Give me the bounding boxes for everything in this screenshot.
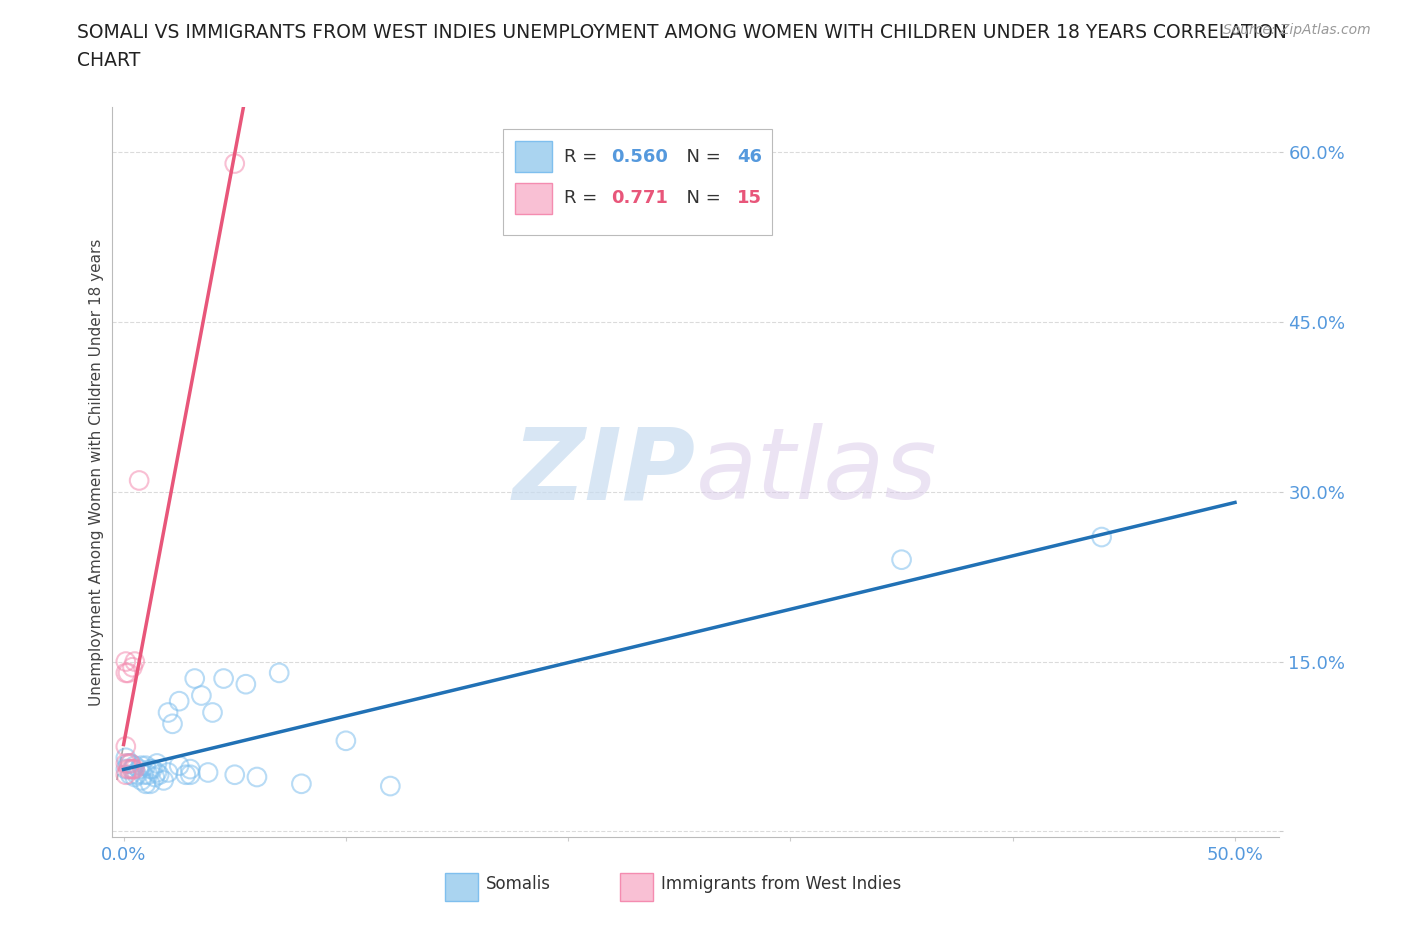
Point xyxy=(157,705,180,720)
Point xyxy=(179,762,201,777)
Point xyxy=(120,767,142,782)
Point xyxy=(114,739,136,754)
Point xyxy=(246,769,269,784)
Point xyxy=(114,666,136,681)
Point xyxy=(167,758,190,773)
Point xyxy=(179,767,201,782)
Point xyxy=(114,767,136,782)
Point xyxy=(114,756,136,771)
Point xyxy=(131,758,153,773)
Point xyxy=(121,762,143,777)
Text: 46: 46 xyxy=(737,148,762,166)
Point xyxy=(128,473,150,488)
Point xyxy=(190,688,212,703)
Text: Immigrants from West Indies: Immigrants from West Indies xyxy=(661,875,901,894)
Point xyxy=(135,777,157,791)
FancyBboxPatch shape xyxy=(503,129,772,234)
FancyBboxPatch shape xyxy=(446,872,478,900)
Y-axis label: Unemployment Among Women with Children Under 18 years: Unemployment Among Women with Children U… xyxy=(89,238,104,706)
Point xyxy=(212,671,235,686)
Point xyxy=(139,777,162,791)
Point xyxy=(117,666,139,681)
Text: Somalis: Somalis xyxy=(486,875,551,894)
Point xyxy=(890,552,912,567)
Point xyxy=(120,756,142,771)
Point xyxy=(148,767,170,782)
Point xyxy=(124,654,146,669)
Point xyxy=(124,758,146,773)
Point xyxy=(117,756,139,771)
Point xyxy=(139,762,162,777)
Point xyxy=(201,705,224,720)
Point xyxy=(152,773,174,788)
Point xyxy=(143,769,166,784)
Point xyxy=(162,716,184,731)
Point xyxy=(120,756,142,771)
Point xyxy=(167,694,190,709)
Point xyxy=(114,654,136,669)
Point xyxy=(124,762,146,777)
Point xyxy=(131,773,153,788)
Text: R =: R = xyxy=(564,189,603,207)
Text: ZIP: ZIP xyxy=(513,423,696,521)
Point xyxy=(380,778,402,793)
Point xyxy=(224,156,246,171)
FancyBboxPatch shape xyxy=(515,141,553,172)
Point xyxy=(114,751,136,765)
Point xyxy=(121,762,143,777)
Text: Source: ZipAtlas.com: Source: ZipAtlas.com xyxy=(1223,23,1371,37)
Text: SOMALI VS IMMIGRANTS FROM WEST INDIES UNEMPLOYMENT AMONG WOMEN WITH CHILDREN UND: SOMALI VS IMMIGRANTS FROM WEST INDIES UN… xyxy=(77,23,1288,42)
Text: CHART: CHART xyxy=(77,51,141,70)
Point xyxy=(157,765,180,780)
Point xyxy=(269,666,291,681)
Text: R =: R = xyxy=(564,148,603,166)
Text: 15: 15 xyxy=(737,189,762,207)
Point xyxy=(224,767,246,782)
Text: 0.560: 0.560 xyxy=(610,148,668,166)
Text: 0.771: 0.771 xyxy=(610,189,668,207)
Point xyxy=(120,762,142,777)
Text: atlas: atlas xyxy=(696,423,938,521)
Point xyxy=(128,762,150,777)
Point xyxy=(183,671,205,686)
Text: N =: N = xyxy=(675,148,727,166)
Point xyxy=(135,758,157,773)
Point xyxy=(197,765,219,780)
Point xyxy=(114,762,136,777)
FancyBboxPatch shape xyxy=(515,183,553,214)
Point xyxy=(132,767,155,782)
Point xyxy=(117,762,139,777)
Point xyxy=(146,765,169,780)
Point xyxy=(141,762,163,777)
Point xyxy=(335,734,357,749)
Point xyxy=(124,769,146,784)
Point xyxy=(121,659,143,674)
Point xyxy=(290,777,312,791)
Point xyxy=(235,677,257,692)
FancyBboxPatch shape xyxy=(620,872,652,900)
Point xyxy=(1091,529,1114,544)
Text: N =: N = xyxy=(675,189,727,207)
Point xyxy=(125,767,148,782)
Point xyxy=(136,767,159,782)
Point xyxy=(174,767,197,782)
Point xyxy=(146,756,169,771)
